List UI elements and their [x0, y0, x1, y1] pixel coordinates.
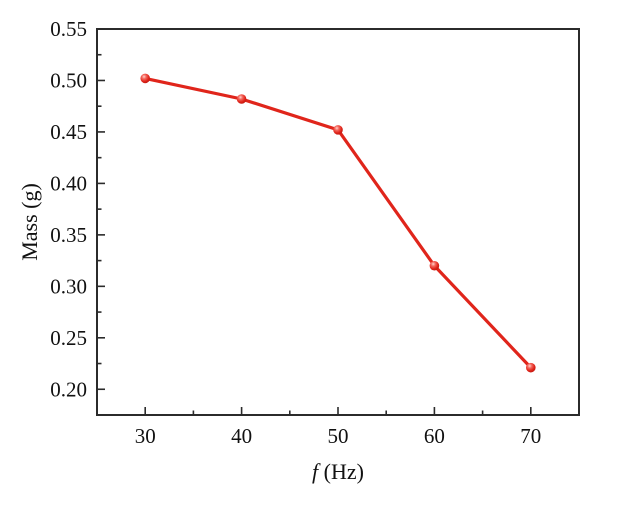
- y-tick-label: 0.25: [50, 326, 87, 350]
- y-tick-label: 0.30: [50, 274, 87, 298]
- y-tick-label: 0.50: [50, 68, 87, 92]
- y-tick-label: 0.35: [50, 223, 87, 247]
- series-line: [143, 76, 533, 370]
- x-tick-label: 40: [231, 424, 252, 448]
- y-tick-label: 0.55: [50, 17, 87, 41]
- data-series: [140, 73, 536, 373]
- axis-tick-labels: 30 40 50 60 70 0.20 0.25 0.30 0.35 0.40 0.45 0.50 0.…: [50, 17, 541, 448]
- x-tick-label: 30: [135, 424, 156, 448]
- y-tick-label: 0.40: [50, 171, 87, 195]
- data-point-marker: [333, 125, 343, 135]
- data-point-marker: [429, 260, 440, 271]
- data-point-marker: [236, 94, 247, 104]
- y-tick-label: 0.20: [50, 377, 87, 401]
- y-tick-label: 0.45: [50, 120, 87, 144]
- y-axis-title: Mass (g): [17, 183, 42, 261]
- x-tick-label: 60: [424, 424, 445, 448]
- y-axis-title-text: Mass (g): [17, 183, 42, 261]
- axis-ticks: [97, 28, 532, 415]
- data-point-marker: [526, 362, 536, 373]
- x-axis-title-variable: f: [312, 459, 319, 484]
- x-tick-label: 70: [520, 424, 541, 448]
- plot-border: [96, 28, 580, 416]
- x-tick-label: 50: [328, 424, 349, 448]
- x-axis-title-unit: (Hz): [318, 459, 364, 484]
- data-point-marker: [140, 73, 150, 84]
- x-axis-title: f (Hz): [312, 461, 364, 483]
- plot-frame: [96, 28, 580, 416]
